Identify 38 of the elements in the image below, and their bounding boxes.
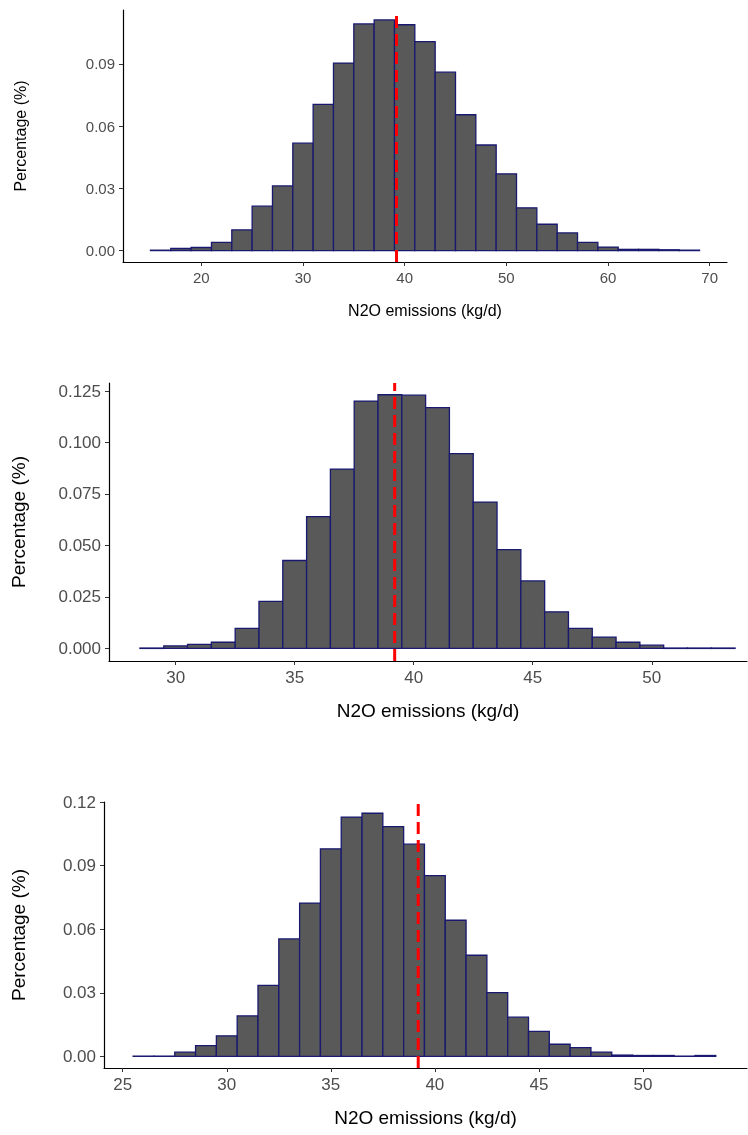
y-tick-label: 0.000 — [58, 638, 101, 658]
y-tick-label: 0.100 — [58, 433, 101, 453]
x-tick-label: 25 — [113, 1075, 133, 1094]
x-tick-label: 50 — [633, 1075, 653, 1094]
y-tick-label: 0.125 — [58, 381, 101, 401]
x-tick-label: 45 — [529, 1075, 549, 1094]
y-tick-label: 0.06 — [62, 919, 96, 939]
x-tick-label: 30 — [166, 668, 186, 687]
y-axis-title: Percentage (%) — [8, 455, 29, 589]
y-tick-label: 0.03 — [62, 983, 96, 1003]
y-tick-label: 0.09 — [85, 55, 115, 73]
y-tick-label: 0.00 — [85, 242, 115, 260]
y-tick-label: 0.050 — [58, 535, 101, 555]
y-tick-label: 0.12 — [62, 792, 96, 812]
x-tick-label: 30 — [217, 1075, 237, 1094]
y-tick-label: 0.025 — [58, 587, 101, 607]
x-axis-title: N2O emissions (kg/d) — [334, 1107, 517, 1128]
x-tick-label: 70 — [701, 269, 719, 286]
x-tick-label: 40 — [425, 1075, 445, 1094]
y-tick-label: 0.00 — [62, 1046, 96, 1066]
x-tick-label: 60 — [599, 269, 617, 286]
x-tick-label: 50 — [642, 668, 662, 687]
x-tick-label: 40 — [404, 668, 424, 687]
x-axis-title: N2O emissions (kg/d) — [336, 700, 520, 721]
x-tick-label: 30 — [294, 269, 312, 286]
x-tick-label: 35 — [321, 1075, 341, 1094]
x-axis-title: N2O emissions (kg/d) — [348, 301, 502, 319]
x-tick-label: 40 — [396, 269, 414, 286]
x-tick-label: 20 — [192, 269, 210, 286]
x-tick-label: 45 — [523, 668, 543, 687]
y-tick-label: 0.06 — [85, 117, 115, 135]
y-tick-label: 0.03 — [85, 179, 115, 197]
x-tick-label: 35 — [285, 668, 305, 687]
x-tick-label: 50 — [498, 269, 515, 286]
y-axis-title: Percentage (%) — [8, 868, 29, 1002]
y-tick-label: 0.09 — [62, 856, 96, 876]
y-axis-title: Percentage (%) — [11, 80, 29, 192]
y-tick-label: 0.075 — [58, 484, 101, 504]
